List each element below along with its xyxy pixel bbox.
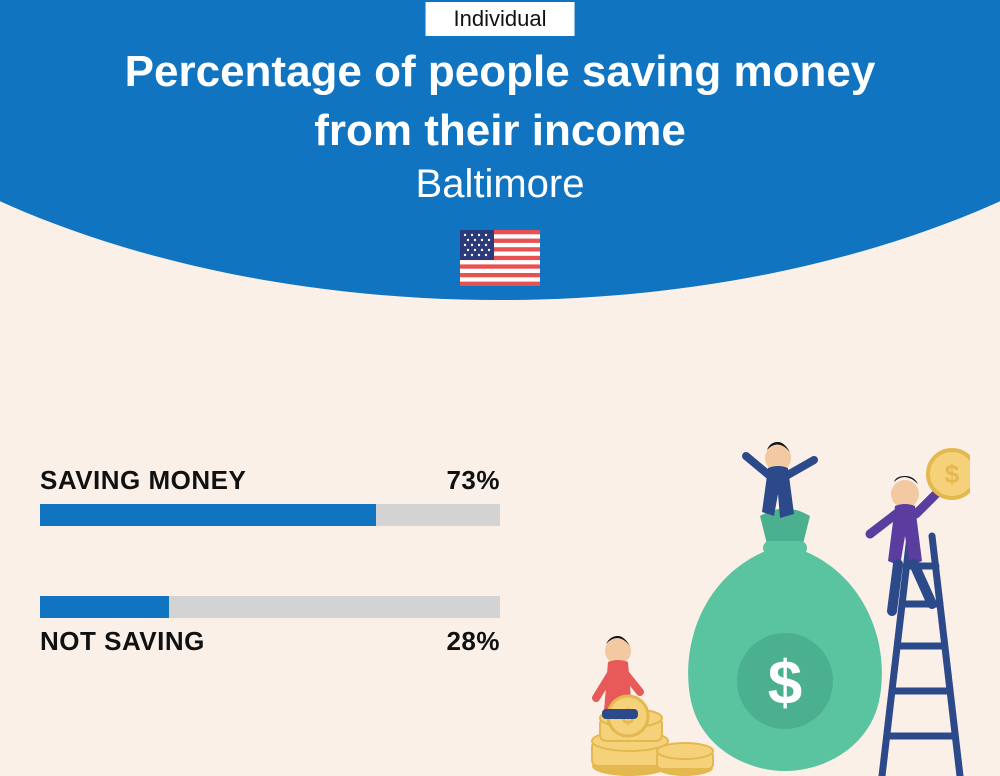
bar-label: NOT SAVING [40,626,205,657]
page-title: Percentage of people saving money from t… [0,42,1000,161]
bar-value: 28% [446,626,500,657]
us-flag-icon [460,230,540,286]
city-name: Baltimore [0,162,1000,207]
bar-value: 73% [446,465,500,496]
svg-text:$: $ [768,649,802,718]
title-line-1: Percentage of people saving money [125,47,876,96]
category-tag: Individual [426,2,575,36]
bar-not-saving: NOT SAVING 28% [40,596,500,657]
bar-fill [40,504,376,526]
person-ladder-icon: $ [870,450,970,611]
money-bag-icon: $ [688,509,882,772]
svg-text:$: $ [945,459,960,489]
bar-track [40,504,500,526]
person-top-icon [746,442,814,518]
savings-illustration: $ $ $ [570,416,970,776]
bar-fill [40,596,169,618]
bar-chart: SAVING MONEY 73% NOT SAVING 28% [40,465,500,727]
bar-label: SAVING MONEY [40,465,246,496]
bar-track [40,596,500,618]
bar-saving: SAVING MONEY 73% [40,465,500,526]
title-line-2: from their income [314,106,686,155]
